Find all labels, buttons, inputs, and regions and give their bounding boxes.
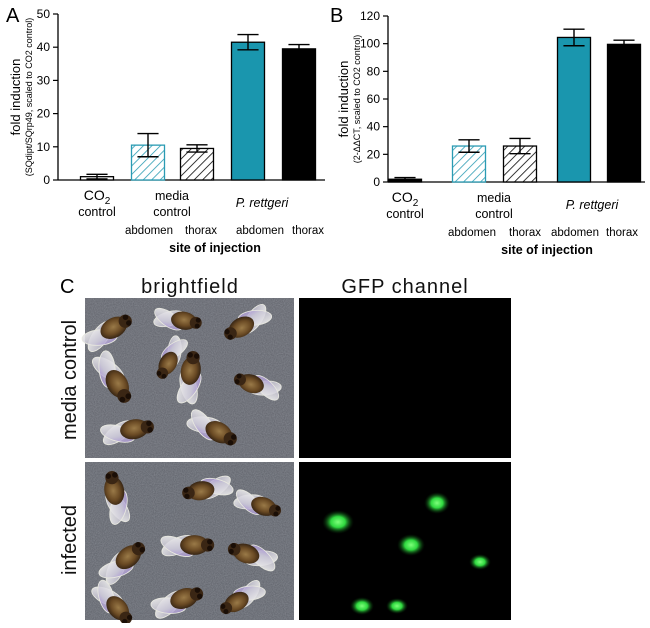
col-header-gfp: GFP channel [341, 276, 468, 298]
chart-b: 020406080100120CO2controlmediacontrolP. … [336, 9, 645, 257]
y-tick-label: 10 [37, 140, 51, 154]
bar-3 [556, 36, 592, 183]
y-tick-label: 60 [367, 92, 381, 106]
group-label-2: P. rettgeri [566, 198, 620, 212]
group-label-2: P. rettgeri [236, 196, 290, 210]
fly [81, 314, 132, 353]
group-label-1-line2: control [475, 207, 513, 221]
fly [150, 587, 204, 619]
site-label-1: thorax [509, 227, 541, 239]
fly [91, 579, 133, 625]
fly [153, 307, 202, 331]
y-tick-label: 50 [37, 7, 51, 21]
fly [156, 335, 188, 379]
fly [224, 303, 273, 340]
y-tick-label: 120 [360, 9, 380, 23]
gfp-infected-image [299, 462, 511, 620]
group-label-0: CO2 [392, 189, 419, 209]
site-label-2: abdomen [236, 225, 284, 237]
bar-3 [230, 41, 266, 181]
fly [220, 579, 266, 615]
y-tick-label: 80 [367, 64, 381, 78]
gfp-spot [350, 597, 374, 615]
fly [91, 350, 132, 403]
y-tick-label: 0 [43, 173, 50, 187]
x-axis-title: site of injection [169, 241, 261, 255]
row-label-infected: infected [59, 505, 81, 575]
y-tick-label: 20 [37, 107, 51, 121]
x-axis-title: site of injection [501, 243, 593, 257]
y-axis-subtitle: (2-ΔΔCT, scaled to CO2 control) [352, 35, 362, 164]
fly [233, 489, 282, 517]
gfp-spot [469, 554, 491, 570]
brightfield-infected-image [85, 462, 294, 625]
bar-2 [179, 147, 215, 181]
gfp-media-control-image [299, 298, 511, 458]
bar-4 [606, 43, 642, 183]
y-axis-title: fold induction [336, 61, 351, 138]
panel-label-b: B [330, 5, 343, 27]
panel-label-a: A [6, 5, 20, 27]
site-label-2: abdomen [551, 227, 599, 239]
group-label-1-line2: control [153, 205, 191, 219]
y-tick-label: 20 [367, 147, 381, 161]
group-label-0-line2: control [78, 205, 116, 219]
col-header-brightfield: brightfield [141, 276, 239, 298]
fly [176, 351, 202, 405]
site-label-1: thorax [185, 225, 217, 237]
group-label-1: media [155, 189, 189, 203]
fly [160, 535, 215, 557]
row-label-media-control: media control [59, 320, 81, 440]
bar-4 [281, 48, 317, 181]
site-label-3: thorax [606, 227, 638, 239]
fly [186, 409, 237, 446]
fly [182, 475, 234, 501]
y-tick-label: 100 [360, 37, 380, 51]
site-label-0: abdomen [125, 225, 173, 237]
site-label-3: thorax [292, 225, 324, 237]
gfp-spot [322, 510, 354, 534]
y-tick-label: 40 [37, 40, 51, 54]
y-tick-label: 0 [373, 175, 380, 189]
brightfield-media-control-image [81, 298, 294, 458]
fly [104, 471, 131, 525]
group-label-0: CO2 [84, 187, 111, 207]
gfp-spot [424, 492, 450, 514]
gfp-spot [397, 534, 425, 556]
fly [227, 542, 278, 572]
group-label-1: media [477, 191, 511, 205]
fly [233, 373, 282, 401]
panel-label-c: C [60, 276, 74, 298]
y-axis-subtitle: (SQdipt/SQrp49, scaled to CO2 control) [24, 18, 34, 177]
site-label-0: abdomen [448, 227, 496, 239]
gfp-spot [386, 598, 408, 614]
fly [100, 419, 154, 446]
y-axis-title: fold induction [8, 59, 23, 136]
y-tick-label: 30 [37, 73, 51, 87]
group-label-0-line2: control [386, 207, 424, 221]
y-tick-label: 40 [367, 120, 381, 134]
